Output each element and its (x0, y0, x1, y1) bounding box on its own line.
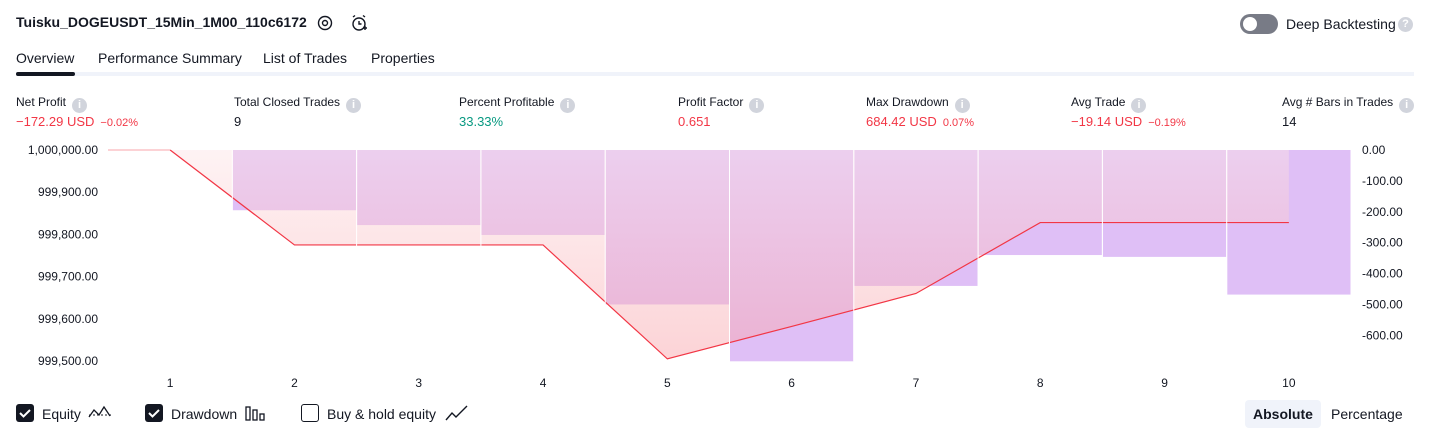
equity-checkbox[interactable] (16, 404, 34, 422)
metric-avg-bars-value: 14 (1282, 114, 1297, 129)
drawdown-toggle-label[interactable]: Drawdown (171, 406, 238, 422)
metric-avg-trade-value: −19.14 USD −0.19% (1071, 114, 1186, 129)
x-axis-tick: 1 (167, 376, 174, 390)
info-icon[interactable]: i (749, 98, 765, 113)
x-axis-tick: 9 (1161, 376, 1168, 390)
metric-total-closed-trades-value: 9 (234, 114, 242, 129)
left-axis-tick: 999,500.00 (38, 354, 98, 368)
deep-backtesting-toggle[interactable] (1240, 14, 1278, 34)
metric-profit-factor-value: 0.651 (678, 114, 711, 129)
buy-hold-line-icon (445, 404, 469, 427)
tab-list-of-trades[interactable]: List of Trades (263, 50, 348, 66)
x-axis-tick: 3 (415, 376, 422, 390)
equity-drawdown-chart[interactable]: 1,000,000.00 999,900.00 999,800.00 999,700.… (0, 136, 1431, 394)
absolute-mode-button[interactable]: Absolute (1245, 400, 1321, 428)
info-icon[interactable]: i (1399, 98, 1415, 113)
metric-max-drawdown-value: 684.42 USD 0.07% (866, 114, 975, 129)
metric-profit-factor-label: Profit Factor i (678, 95, 765, 113)
buy-hold-toggle-label[interactable]: Buy & hold equity (327, 406, 436, 422)
tab-performance-summary[interactable]: Performance Summary (98, 50, 242, 66)
metric-avg-trade-label: Avg Trade i (1071, 95, 1147, 113)
right-axis-tick: -300.00 (1362, 236, 1403, 250)
info-icon[interactable]: i (954, 98, 970, 113)
metric-percent-profitable-value: 33.33% (459, 114, 504, 129)
active-tab-indicator (16, 72, 75, 76)
metric-total-closed-trades-label: Total Closed Trades i (234, 95, 362, 113)
alarm-clock-plus-icon[interactable] (350, 14, 368, 32)
info-icon[interactable]: i (1131, 98, 1147, 113)
x-axis-tick: 2 (291, 376, 298, 390)
right-axis-tick: 0.00 (1362, 143, 1386, 157)
metric-net-profit-label: Net Profit i (16, 95, 88, 113)
buy-hold-checkbox[interactable] (301, 404, 319, 422)
tab-properties[interactable]: Properties (371, 50, 435, 66)
tab-overview[interactable]: Overview (16, 50, 75, 66)
metric-avg-bars-label: Avg # Bars in Trades i (1282, 95, 1415, 113)
metric-net-profit-value: −172.29 USD −0.02% (16, 114, 139, 129)
gear-icon[interactable] (316, 14, 334, 32)
left-axis-tick: 1,000,000.00 (28, 143, 98, 157)
x-axis-tick: 4 (540, 376, 547, 390)
help-icon[interactable]: ? (1398, 17, 1413, 32)
x-axis-tick: 7 (913, 376, 920, 390)
x-axis-tick: 8 (1037, 376, 1044, 390)
x-axis-tick: 6 (788, 376, 795, 390)
percentage-mode-button[interactable]: Percentage (1331, 406, 1403, 422)
info-icon[interactable]: i (72, 98, 88, 113)
right-axis-tick: -500.00 (1362, 297, 1403, 311)
left-axis-tick: 999,600.00 (38, 312, 98, 326)
info-icon[interactable]: i (560, 98, 576, 113)
metric-max-drawdown-label: Max Drawdown i (866, 95, 970, 113)
info-icon[interactable]: i (346, 98, 362, 113)
toggle-knob (1243, 17, 1257, 31)
x-axis-tick: 5 (664, 376, 671, 390)
right-axis-tick: -100.00 (1362, 174, 1403, 188)
right-axis-tick: -200.00 (1362, 205, 1403, 219)
tabs-divider (16, 72, 1414, 76)
deep-backtesting-label: Deep Backtesting (1286, 16, 1396, 32)
metric-percent-profitable-label: Percent Profitable i (459, 95, 576, 113)
strategy-title: Tuisku_DOGEUSDT_15Min_1M00_110c6172 (16, 14, 307, 30)
equity-toggle-label[interactable]: Equity (42, 406, 81, 422)
left-axis-tick: 999,700.00 (38, 270, 98, 284)
x-axis-tick: 10 (1282, 376, 1296, 390)
right-axis-tick: -400.00 (1362, 267, 1403, 281)
left-axis-tick: 999,900.00 (38, 185, 98, 199)
drawdown-checkbox[interactable] (145, 404, 163, 422)
right-axis-tick: -600.00 (1362, 328, 1403, 342)
left-axis-tick: 999,800.00 (38, 227, 98, 241)
equity-line-icon (88, 404, 112, 427)
drawdown-bars-icon (245, 404, 267, 427)
